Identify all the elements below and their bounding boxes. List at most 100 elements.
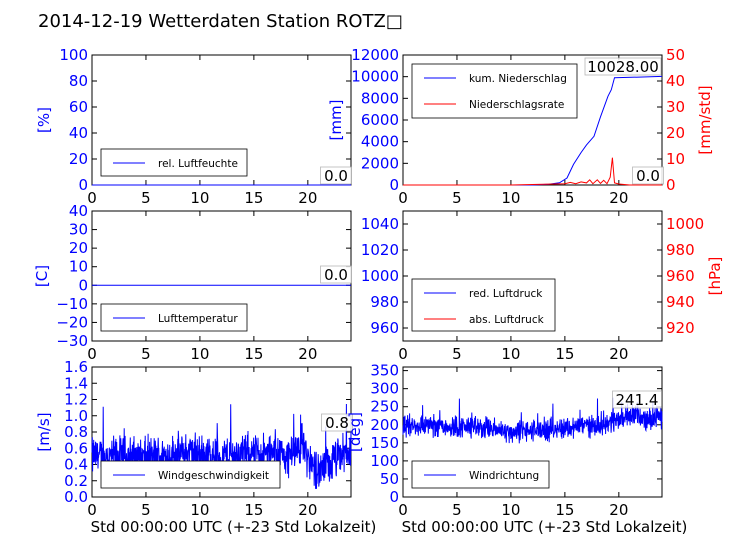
x-tick-label: 10: [501, 345, 520, 363]
value-annotation: 0.0: [636, 167, 660, 185]
y-tick-label: 0: [78, 176, 88, 194]
y-tick-label: 350: [370, 362, 399, 380]
y-tick-label: 20: [69, 239, 88, 257]
annotation-box: [321, 413, 353, 432]
x-tick-label: 10: [501, 501, 520, 519]
legend-label: Windrichtung: [469, 470, 539, 482]
legend-label: Niederschlagsrate: [469, 99, 564, 111]
y-tick-label: 100: [59, 46, 88, 64]
x-tick-label: 10: [190, 501, 209, 519]
y-tick-label: 200: [370, 416, 399, 434]
y-tick-label: 0.8: [64, 423, 88, 441]
chart-niederschlag: [402, 54, 664, 186]
x-tick-label: 15: [244, 345, 263, 363]
x-tick-label: 20: [609, 501, 628, 519]
y-tick-label: 0.2: [64, 472, 88, 490]
annotation-box: [632, 166, 664, 185]
y-tick-label: 10000: [351, 68, 399, 86]
y-tick-label: 60: [69, 98, 88, 116]
y-tick-label: 0: [78, 276, 88, 294]
y-tick-label: 960: [370, 319, 399, 337]
y-tick-label: 0.4: [64, 456, 88, 474]
y-tick-label: −10: [56, 295, 88, 313]
chart-feuchte: [91, 54, 352, 186]
y-tick-label: 40: [69, 124, 88, 142]
y-axis-label-left: [m/s]: [35, 412, 53, 451]
y-tick-label: 0.0: [64, 488, 88, 506]
chart-wind: [91, 366, 353, 498]
y-axis-label-right: [hPa]: [706, 257, 724, 296]
y-tick-label-right: 0: [666, 176, 676, 194]
y-tick-label: 300: [370, 380, 399, 398]
x-tick-label: 5: [452, 189, 462, 207]
value-annotation: 10028.00: [587, 58, 659, 76]
value-annotation: 241.4: [616, 391, 659, 409]
x-axis-label: Std 00:00:00 UTC (+-23 Std Lokalzeit): [91, 518, 377, 536]
value-annotation: 0.0: [324, 266, 348, 284]
y-axis-label-left: [deg]: [346, 412, 364, 452]
y-tick-label: 80: [69, 72, 88, 90]
y-tick-label: 6000: [361, 111, 399, 129]
y-tick-label-right: 960: [666, 267, 695, 285]
y-tick-label: 1.6: [64, 358, 88, 376]
y-tick-label: 1.0: [64, 407, 88, 425]
y-tick-label: 250: [370, 398, 399, 416]
y-tick-label: 0: [389, 176, 399, 194]
y-tick-label: 40: [69, 202, 88, 220]
y-tick-label: −30: [56, 332, 88, 350]
y-tick-label: 30: [69, 221, 88, 239]
series-niederschlagsrate: [403, 157, 662, 186]
y-tick-label: 20: [69, 150, 88, 168]
x-tick-label: 20: [298, 189, 317, 207]
y-tick-label-right: 50: [666, 46, 685, 64]
y-tick-label: 1.4: [64, 374, 88, 392]
y-tick-label-right: 20: [666, 124, 685, 142]
x-tick-label: 20: [298, 501, 317, 519]
legend-label: Lufttemperatur: [158, 313, 238, 325]
y-axis-label-left: [C]: [33, 265, 51, 287]
y-tick-label: −20: [56, 313, 88, 331]
x-tick-label: 0: [398, 345, 408, 363]
x-tick-label: 20: [609, 345, 628, 363]
x-tick-label: 0: [87, 189, 97, 207]
x-tick-label: 5: [452, 501, 462, 519]
value-annotation: 0.8: [325, 414, 349, 432]
legend-box: [411, 278, 556, 332]
annotation-box: [584, 57, 662, 76]
x-tick-label: 5: [141, 189, 151, 207]
x-tick-label: 0: [398, 501, 408, 519]
x-tick-label: 0: [87, 345, 97, 363]
x-tick-label: 0: [398, 189, 408, 207]
annotation-box: [320, 166, 352, 185]
legend-label: rel. Luftfeuchte: [158, 158, 238, 170]
y-tick-label: 0.6: [64, 439, 88, 457]
chart-luftdruck: [402, 210, 663, 342]
x-tick-label: 20: [609, 189, 628, 207]
y-tick-label: 1.2: [64, 391, 88, 409]
x-tick-label: 5: [141, 345, 151, 363]
y-tick-label: 1020: [361, 241, 399, 259]
y-tick-label: 1040: [361, 215, 399, 233]
x-tick-label: 15: [244, 189, 263, 207]
figure-title: 2014-12-19 Wetterdaten Station ROTZ□: [38, 11, 403, 32]
y-axis-label-left: [mm]: [327, 100, 345, 141]
y-tick-label-right: 40: [666, 72, 685, 90]
x-tick-label: 15: [555, 345, 574, 363]
legend-label: Windgeschwindigkeit: [158, 470, 269, 482]
x-tick-label: 5: [452, 345, 462, 363]
y-tick-label: 10: [69, 258, 88, 276]
y-tick-label: 150: [370, 434, 399, 452]
x-tick-label: 15: [555, 501, 574, 519]
y-tick-label-right: 10: [666, 150, 685, 168]
x-tick-label: 5: [141, 501, 151, 519]
x-tick-label: 20: [298, 345, 317, 363]
y-tick-label: 1000: [361, 267, 399, 285]
x-tick-label: 10: [190, 345, 209, 363]
chart-richtung: [402, 366, 663, 498]
y-tick-label: 2000: [361, 154, 399, 172]
y-tick-label: 8000: [361, 89, 399, 107]
value-annotation: 0.0: [324, 167, 348, 185]
series-windrichtung: [402, 397, 663, 444]
